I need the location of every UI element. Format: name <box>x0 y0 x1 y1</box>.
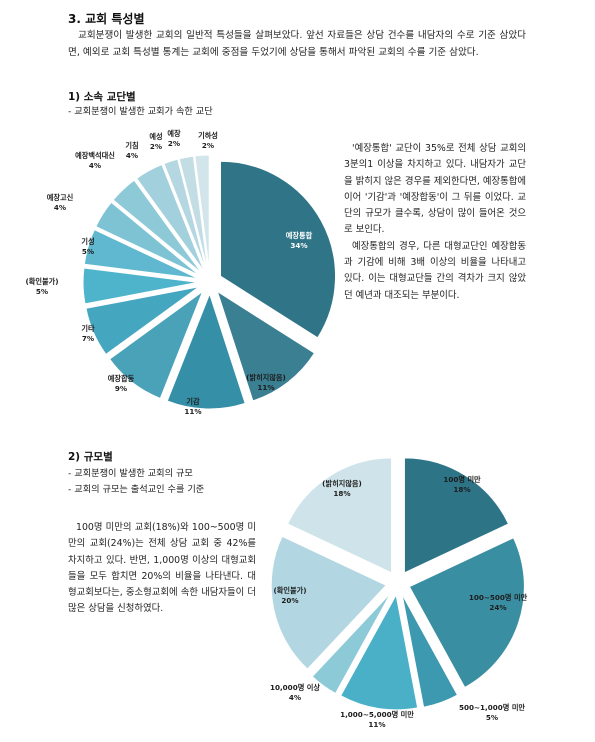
denomination-percent-label: 2% <box>168 139 180 148</box>
size-percent-label: 24% <box>489 603 506 612</box>
part2-body: 100명 미만의 교회(18%)와 100~500명 미만의 교회(24%)는 … <box>68 520 256 618</box>
denomination-category-label: (밝히지않음) <box>246 373 286 382</box>
section-intro: 교회분쟁이 발생한 교회의 일반적 특성들을 살펴보았다. 앞선 자료들은 상담… <box>68 30 526 58</box>
denomination-slice <box>135 163 205 272</box>
denomination-percent-label: 4% <box>89 161 101 170</box>
denomination-percent-label: 2% <box>150 142 162 151</box>
denomination-category-label: 기하성 <box>198 131 218 140</box>
size-slice <box>286 457 393 574</box>
size-percent-label: 18% <box>453 485 470 494</box>
part2-title: 2) 규모별 <box>68 451 113 463</box>
denomination-percent-label: 5% <box>36 287 48 296</box>
size-category-label: (밝히지않음) <box>322 479 362 488</box>
denomination-category-label: 기침 <box>125 141 138 150</box>
denomination-category-label: 기성 <box>81 237 94 246</box>
part1-paragraph: 예장통합의 경우, 다른 대형교단인 예장합동과 기감에 비해 3배 이상의 비… <box>344 240 526 301</box>
size-slice-label: 10,000명 이상4% <box>270 683 320 702</box>
denomination-percent-label: 34% <box>290 241 307 250</box>
size-slice <box>311 592 392 695</box>
part1-note: - 교회분쟁이 발생한 교회가 속한 교단 <box>68 106 213 117</box>
denomination-percent-label: 5% <box>82 247 94 256</box>
size-slice <box>401 594 459 708</box>
size-percent-label: 5% <box>486 713 498 722</box>
denomination-category-label: 예장 <box>167 129 181 138</box>
denomination-slice <box>82 267 199 305</box>
denomination-slice-label: 기타7% <box>81 324 95 343</box>
size-percent-label: 20% <box>281 596 298 605</box>
denomination-slice <box>178 155 209 271</box>
size-category-label: 1,000~5,000명 미만 <box>340 710 414 719</box>
size-category-label: (확인불가) <box>273 586 306 595</box>
size-category-label: 10,000명 이상 <box>270 683 320 692</box>
size-category-label: 100~500명 미만 <box>469 593 528 602</box>
part2-note: - 교회의 규모는 출석교인 수를 기준 <box>68 484 205 495</box>
denomination-slice-label: (확인불가)5% <box>25 277 58 296</box>
size-slice <box>270 535 388 670</box>
size-percent-label: 18% <box>333 489 350 498</box>
denomination-slice-label: 기성5% <box>81 237 94 256</box>
denomination-slice-label: 예성2% <box>149 132 162 151</box>
denomination-slice <box>194 154 210 271</box>
size-slice-label: (확인불가)20% <box>273 586 306 605</box>
denomination-category-label: 예장합동 <box>108 374 135 383</box>
section-title: 교회 특성별 <box>85 12 145 26</box>
part2-note: - 교회분쟁이 발생한 교회의 규모 <box>68 468 193 479</box>
size-percent-label: 4% <box>289 693 301 702</box>
size-slice-label: 500~1,000명 미만5% <box>459 703 525 722</box>
denomination-category-label: 예장백석대신 <box>75 151 115 160</box>
denomination-slice <box>85 286 200 356</box>
denomination-slice <box>166 292 246 410</box>
part1-body: '예장통합' 교단이 35%로 전체 상담 교회의 3분의1 이상을 차지하고 … <box>344 141 526 304</box>
section-heading: 3. 교회 특성별 <box>68 10 145 27</box>
denomination-category-label: 기감 <box>186 397 200 406</box>
size-category-label: 500~1,000명 미만 <box>459 703 525 712</box>
denomination-percent-label: 2% <box>202 141 214 150</box>
denomination-slice <box>112 179 203 274</box>
denomination-slice <box>83 229 199 280</box>
size-category-label: 100명 미만 <box>443 475 481 484</box>
section-number: 3. <box>68 12 81 26</box>
size-percent-label: 11% <box>368 720 385 729</box>
denomination-category-label: 예장통합 <box>286 231 313 240</box>
denomination-slice-label: 기침4% <box>125 141 138 160</box>
denomination-category-label: 예성 <box>149 132 162 141</box>
denomination-percent-label: 9% <box>115 384 127 393</box>
part1-title: 1) 소속 교단별 <box>68 91 136 103</box>
denomination-category-label: (확인불가) <box>25 277 58 286</box>
denomination-percent-label: 4% <box>54 203 66 212</box>
denomination-slice <box>95 201 201 277</box>
size-slice-label: (밝히지않음)18% <box>322 479 362 498</box>
church-denomination-pie-chart: 예장통합34%(밝히지않음)11%기감11%예장합동9%기타7%(확인불가)5%… <box>25 129 335 416</box>
denomination-slice-label: (밝히지않음)11% <box>246 373 286 392</box>
denomination-percent-label: 11% <box>257 383 274 392</box>
part2-paragraph: 100명 미만의 교회(18%)와 100~500명 미만의 교회(24%)는 … <box>68 522 256 615</box>
part1-paragraph: '예장통합' 교단이 35%로 전체 상담 교회의 3분의1 이상을 차지하고 … <box>344 143 526 236</box>
denomination-slice-label: 예장2% <box>167 129 181 148</box>
denomination-category-label: 기타 <box>81 324 95 333</box>
denomination-percent-label: 11% <box>184 407 201 416</box>
denomination-percent-label: 4% <box>126 151 138 160</box>
size-slice <box>408 537 525 689</box>
size-slice <box>403 457 510 574</box>
denomination-category-label: 예장고신 <box>47 193 74 202</box>
denomination-slice <box>108 290 204 400</box>
denomination-percent-label: 7% <box>82 334 94 343</box>
denomination-slice <box>216 290 316 402</box>
size-slice <box>340 593 419 711</box>
denomination-slice <box>163 158 207 271</box>
denomination-slice <box>220 160 335 339</box>
